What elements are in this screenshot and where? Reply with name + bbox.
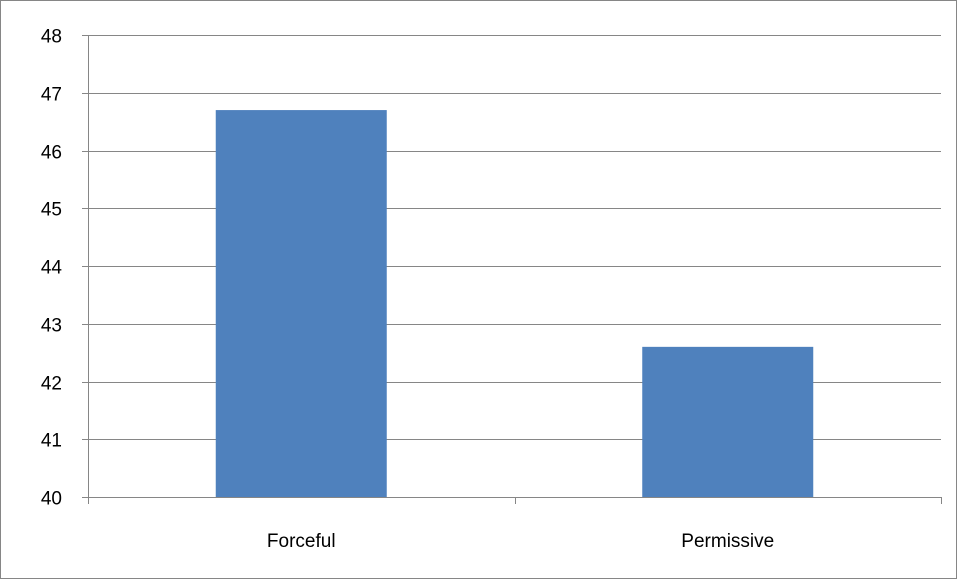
y-tick-label: 41 (41, 431, 62, 452)
bar-forceful (215, 110, 387, 497)
bars (215, 110, 814, 497)
y-tick-label: 42 (41, 374, 62, 395)
y-tick-labels: 40 41 42 43 44 45 46 47 48 (41, 27, 63, 510)
y-tick-label: 44 (41, 258, 63, 279)
bar-permissive (642, 346, 814, 497)
y-tick-label: 48 (41, 27, 62, 48)
x-tick-labels: Forceful Permissive (267, 531, 774, 552)
x-tick-label-permissive: Permissive (681, 531, 774, 552)
y-tick-label: 43 (41, 316, 62, 337)
y-tick-label: 40 (41, 489, 62, 510)
axes (82, 35, 942, 504)
y-tick-label: 47 (41, 85, 62, 106)
y-tick-label: 46 (41, 143, 62, 164)
x-tick-label-forceful: Forceful (267, 531, 336, 552)
y-tick-label: 45 (41, 200, 62, 221)
